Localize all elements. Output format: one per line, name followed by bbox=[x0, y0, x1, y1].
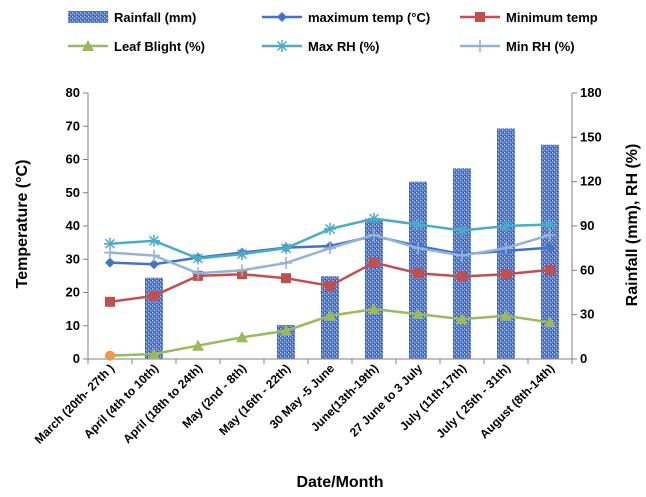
data-point bbox=[500, 220, 512, 232]
legend-marker bbox=[277, 12, 287, 22]
data-point bbox=[280, 242, 292, 255]
x-tick-label: March (20th- 27th ) bbox=[32, 361, 117, 446]
data-point bbox=[456, 224, 468, 237]
y-left-tick-label: 20 bbox=[66, 285, 80, 300]
data-point bbox=[236, 248, 248, 261]
y-right-tick-label: 0 bbox=[580, 351, 587, 366]
legend-marker bbox=[475, 12, 485, 22]
data-point bbox=[192, 339, 204, 351]
legend-marker bbox=[276, 40, 288, 52]
data-point bbox=[236, 331, 248, 343]
axes bbox=[83, 92, 577, 364]
data-point bbox=[148, 348, 160, 360]
data-point bbox=[368, 303, 380, 315]
x-tick-label: April (4th to 10th) bbox=[81, 361, 161, 441]
legend-label: Min RH (%) bbox=[506, 39, 575, 54]
rainfall-bar bbox=[365, 218, 383, 359]
data-point bbox=[368, 228, 380, 241]
data-point bbox=[325, 280, 335, 291]
data-point bbox=[544, 316, 556, 328]
rainfall-bar bbox=[145, 277, 163, 359]
y-right-tick-label: 60 bbox=[580, 262, 594, 277]
y-left-tick-label: 30 bbox=[66, 251, 80, 266]
legend-label: Minimum temp bbox=[506, 10, 598, 25]
legend-label: Max RH (%) bbox=[308, 39, 380, 54]
axis-labels: 0 10 20 30 40 50 60 70 80 0 30 60 90 120 150 180 March (… bbox=[32, 85, 602, 447]
series-leaf-blight bbox=[105, 303, 556, 361]
data-point bbox=[148, 249, 160, 262]
x-axis-title: Date/Month bbox=[296, 474, 383, 491]
y-left-tick-label: 60 bbox=[66, 152, 80, 167]
legend-item-min-rh: Min RH (%) bbox=[460, 39, 575, 54]
y-left-tick-label: 80 bbox=[66, 85, 80, 100]
series-max-rh bbox=[104, 212, 556, 265]
data-point bbox=[368, 212, 380, 225]
data-point bbox=[105, 296, 115, 307]
data-point bbox=[149, 290, 159, 301]
legend-label: Leaf Blight (%) bbox=[114, 39, 205, 54]
rainfall-bar bbox=[453, 168, 471, 359]
y-right-tick-label: 150 bbox=[580, 129, 602, 144]
data-point bbox=[149, 259, 159, 270]
y-right-tick-label: 180 bbox=[580, 85, 602, 100]
data-point bbox=[456, 313, 468, 325]
data-point bbox=[280, 256, 292, 269]
legend-label: maximum temp (°C) bbox=[308, 10, 430, 25]
rainfall-bars bbox=[145, 128, 559, 359]
data-point bbox=[457, 271, 467, 282]
data-point bbox=[280, 324, 292, 336]
data-point bbox=[544, 228, 556, 241]
data-point bbox=[105, 257, 115, 268]
y-axis-right-title: Rainfall (mm), RH (%) bbox=[624, 144, 641, 307]
data-point bbox=[192, 267, 204, 280]
data-point bbox=[500, 309, 512, 321]
data-point bbox=[104, 246, 116, 259]
data-point bbox=[545, 242, 555, 253]
legend-marker bbox=[82, 40, 94, 51]
x-tick-label: July ( 25th - 31th) bbox=[433, 361, 513, 441]
data-point bbox=[324, 222, 336, 235]
y-left-tick-label: 0 bbox=[73, 351, 80, 366]
legend-item-minimum-temp: Minimum temp bbox=[460, 10, 598, 25]
legend-item-maximum-temp-c: maximum temp (°C) bbox=[262, 10, 430, 25]
legend: Rainfall (mm) maximum temp (°C) Minimum te… bbox=[68, 10, 598, 54]
data-point bbox=[105, 350, 115, 361]
data-point bbox=[324, 242, 336, 255]
series-lines bbox=[104, 212, 556, 361]
legend-item-rainfall-mm: Rainfall (mm) bbox=[68, 10, 196, 25]
series-min-rh bbox=[104, 228, 556, 280]
legend-label: Rainfall (mm) bbox=[114, 10, 196, 25]
x-tick-label: August (8th-14th) bbox=[477, 361, 557, 441]
data-point bbox=[324, 309, 336, 321]
data-point bbox=[236, 264, 248, 277]
legend-item-leaf-blight: Leaf Blight (%) bbox=[68, 39, 205, 54]
legend-marker bbox=[474, 40, 486, 52]
data-point bbox=[192, 252, 204, 265]
data-point bbox=[456, 249, 468, 262]
y-left-tick-label: 10 bbox=[66, 318, 80, 333]
y-left-tick-label: 70 bbox=[66, 118, 80, 133]
data-point bbox=[413, 268, 423, 279]
data-point bbox=[501, 269, 511, 280]
y-right-tick-label: 120 bbox=[580, 174, 602, 189]
data-point bbox=[412, 218, 424, 231]
data-point bbox=[369, 257, 379, 268]
data-point bbox=[412, 308, 424, 320]
data-point bbox=[500, 242, 512, 255]
data-point bbox=[544, 218, 556, 231]
data-point bbox=[148, 234, 160, 247]
y-axis-left-title: Temperature (°C) bbox=[14, 160, 31, 289]
legend-swatch bbox=[68, 11, 108, 23]
legend-item-max-rh: Max RH (%) bbox=[262, 39, 380, 54]
data-point bbox=[281, 273, 291, 284]
y-right-tick-label: 30 bbox=[580, 307, 594, 322]
y-left-tick-label: 50 bbox=[66, 185, 80, 200]
y-left-tick-label: 40 bbox=[66, 218, 80, 233]
data-point bbox=[412, 242, 424, 255]
y-right-tick-label: 90 bbox=[580, 218, 594, 233]
data-point bbox=[545, 264, 555, 275]
x-tick-label: April (18th to 24th) bbox=[120, 361, 205, 446]
